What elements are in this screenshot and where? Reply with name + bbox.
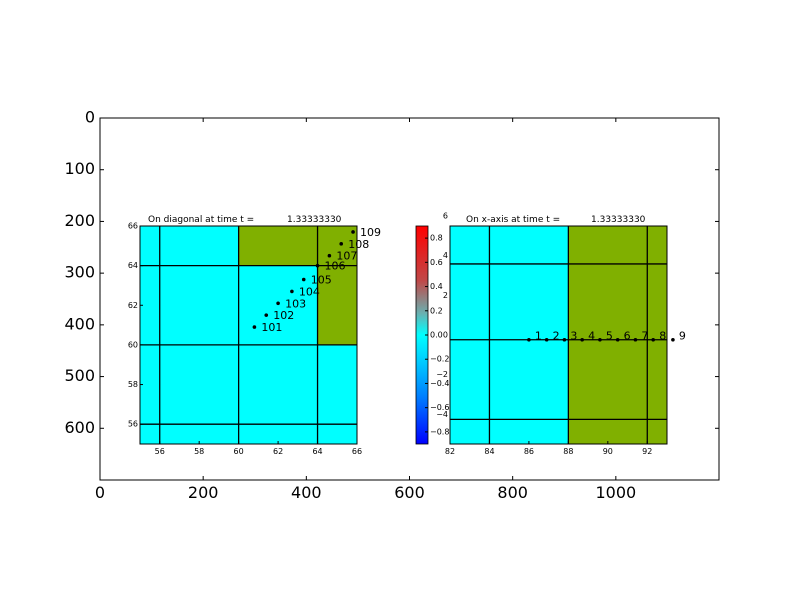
panel-x-tick-label: 82 [445,447,455,456]
overlapping-y-tick-label: −4 [436,410,448,419]
data-point [290,289,294,294]
colorbar-tick-label: 0.0 [430,331,443,340]
panel-time-value: 1.33333330 [591,215,646,225]
data-point [527,337,531,342]
panel-x-tick-label: 84 [484,447,494,456]
overlapping-y-tick-label: 4 [443,251,448,260]
outer-x-tick-label: 400 [291,483,322,502]
overlapping-y-tick-label: 6 [443,212,448,221]
panel-y-tick-label: 64 [128,261,138,270]
data-point-label: 2 [553,330,560,343]
heatmap-region [317,265,357,345]
data-point [651,337,655,342]
colorbar-tick-label: −0.8 [430,427,449,436]
panel-x-tick-label: 66 [352,447,362,456]
outer-y-tick-label: 100 [64,159,95,178]
data-point [562,337,567,342]
outer-x-tick-label: 0 [95,483,105,502]
data-point-label: 5 [606,330,613,343]
data-point [633,337,638,342]
panel-x-tick-label: 64 [312,447,322,456]
data-point-label: 101 [261,321,282,334]
data-point-label: 109 [360,226,381,239]
colorbar-tick-label: −0.4 [430,379,449,388]
overlapping-y-tick-label: 2 [443,291,448,300]
data-point [671,337,675,342]
data-point [598,337,602,342]
data-point-label: 108 [348,238,369,251]
panel-x-tick-label: 86 [524,447,534,456]
data-point-label: 106 [325,260,346,273]
panel-y-tick-label: 66 [128,222,138,231]
panel-x-tick-label: 92 [642,447,652,456]
colorbar-tick-label: 0.8 [430,234,443,243]
data-point-label: 105 [311,274,332,287]
colorbar-tick-label: 0.6 [430,258,443,267]
data-point [301,277,306,282]
panel-x-tick-label: 90 [603,447,613,456]
panel-frame [139,225,358,445]
data-point [615,337,620,342]
outer-y-tick-label: 0 [85,108,95,127]
data-point [264,313,269,317]
data-point [276,301,280,306]
colorbar-tick-label: −0.2 [430,355,449,364]
outer-y-tick-label: 600 [64,418,95,437]
panel-x-tick-label: 88 [563,447,573,456]
data-point-label: 7 [641,330,648,343]
panel-time-value: 1.33333330 [287,215,342,225]
data-point [351,230,355,234]
data-point [544,337,549,342]
panel-y-tick-label: 56 [128,420,138,429]
heatmap-region [238,226,357,266]
panel-y-tick-label: 62 [128,301,138,310]
data-point [327,253,332,258]
panel-y-tick-label: 60 [128,340,138,349]
colorbar-tick-label: −0.6 [430,403,449,412]
colorbar-tick-label: 0.2 [430,306,443,315]
outer-y-tick-label: 300 [64,263,95,282]
panel-title-prefix: On x-axis at time t = [466,215,560,225]
data-point-label: 3 [570,330,577,343]
colorbar-tick-label: 0.4 [430,282,443,291]
data-point-label: 103 [285,297,306,310]
heatmap-region [568,226,667,444]
overlapping-y-tick-label: −2 [436,370,448,379]
panel-x-tick-label: 56 [155,447,165,456]
panel-x-tick-label: 60 [234,447,244,456]
outer-y-tick-label: 500 [64,366,95,385]
outer-x-tick-label: 800 [497,483,528,502]
data-point-label: 4 [588,330,595,343]
data-point-label: 9 [679,330,686,343]
data-point [580,337,584,342]
heatmap-region [450,226,569,444]
data-point-label: 107 [336,250,357,263]
outer-y-tick-label: 200 [64,211,95,230]
data-point-label: 104 [299,285,320,298]
data-point [339,242,344,246]
panel-x-tick-label: 58 [194,447,204,456]
panel-title-prefix: On diagonal at time t = [148,215,254,225]
outer-x-tick-label: 600 [394,483,425,502]
data-point-label: 102 [273,309,294,322]
outer-x-tick-label: 200 [188,483,219,502]
data-point-label: 1 [535,330,542,343]
outer-x-tick-label: 1000 [595,483,636,502]
data-point-label: 6 [624,330,631,343]
data-point-label: 8 [659,330,666,343]
overlapping-y-tick-label: 0 [443,331,448,340]
data-point [252,325,257,329]
panel-frame [449,225,668,445]
panel-x-tick-label: 62 [273,447,283,456]
outer-y-tick-label: 400 [64,314,95,333]
data-point [315,263,320,268]
panel-y-tick-label: 58 [128,380,138,389]
